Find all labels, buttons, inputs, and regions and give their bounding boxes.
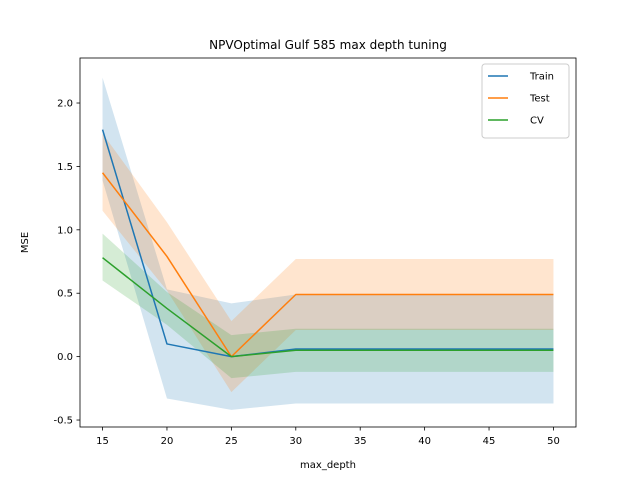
x-tick-label: 45 [483,436,496,447]
x-tick-label: 25 [225,436,238,447]
series-lines [101,129,554,358]
error-bands [102,77,554,410]
x-tick-label: 35 [354,436,367,447]
line-cv [102,257,554,358]
x-axis: 15 20 25 30 35 40 45 50 [96,427,560,447]
legend: Train Test CV [481,63,570,139]
x-tick-label: 40 [418,436,431,447]
legend-box [481,63,570,139]
y-tick-label: 1.0 [57,225,73,236]
legend-label-train: Train [529,72,554,83]
legend-label-cv: CV [530,116,544,127]
legend-label-test: Test [529,94,550,105]
y-tick-label: 2.0 [57,99,73,110]
x-tick-label: 30 [289,436,302,447]
plot-frame [79,57,577,428]
x-tick-label: 15 [96,436,109,447]
y-axis: -0.5 0.0 0.5 1.0 1.5 2.0 [53,99,80,427]
band-train [102,77,554,410]
y-axis-label: MSE [20,232,31,253]
band-cv [102,233,554,379]
y-tick-label: 0.0 [57,352,73,363]
y-tick-label: 0.5 [57,289,73,300]
y-tick-label: 1.5 [57,162,73,173]
chart-title: NPVOptimal Gulf 585 max depth tuning [209,38,447,52]
x-tick-label: 20 [161,436,174,447]
x-axis-label: max_depth [300,460,356,471]
y-tick-label: -0.5 [53,416,73,427]
x-tick-label: 50 [547,436,560,447]
band-test [102,133,554,393]
